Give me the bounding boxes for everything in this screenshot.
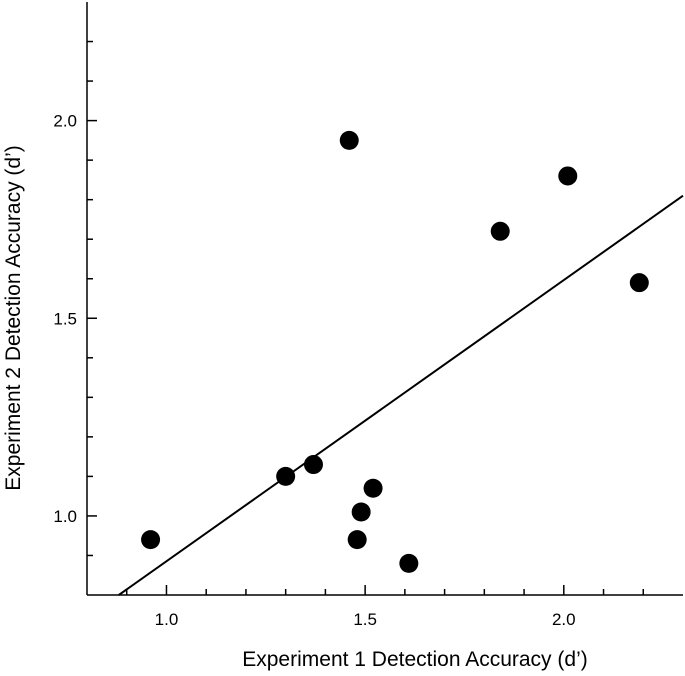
x-tick-label: 1.0 xyxy=(155,610,179,629)
y-axis-title: Experiment 2 Detection Accuracy (d’) xyxy=(2,145,25,490)
y-tick-label: 2.0 xyxy=(53,112,77,131)
data-point xyxy=(490,221,510,241)
data-point xyxy=(303,455,323,475)
data-point xyxy=(629,273,649,293)
y-tick-label: 1.0 xyxy=(53,507,77,526)
data-points xyxy=(141,130,649,573)
data-point xyxy=(141,530,161,550)
data-point xyxy=(363,478,383,498)
y-tick-label: 1.5 xyxy=(53,309,77,328)
x-tick-label: 1.5 xyxy=(353,610,377,629)
x-ticks: 1.0 1.5 2.0 xyxy=(125,585,645,629)
plot-area: 1.0 1.5 2.0 1.0 1.5 2.0 xyxy=(53,2,684,629)
data-point xyxy=(276,466,296,486)
data-point xyxy=(558,166,578,186)
regression-line xyxy=(118,194,684,596)
data-point xyxy=(347,530,367,550)
y-ticks: 1.0 1.5 2.0 xyxy=(53,40,97,557)
data-point xyxy=(351,502,371,522)
x-tick-label: 2.0 xyxy=(552,610,576,629)
data-point xyxy=(339,130,359,150)
data-point xyxy=(399,553,419,573)
x-axis-title: Experiment 1 Detection Accuracy (d’) xyxy=(242,648,587,671)
